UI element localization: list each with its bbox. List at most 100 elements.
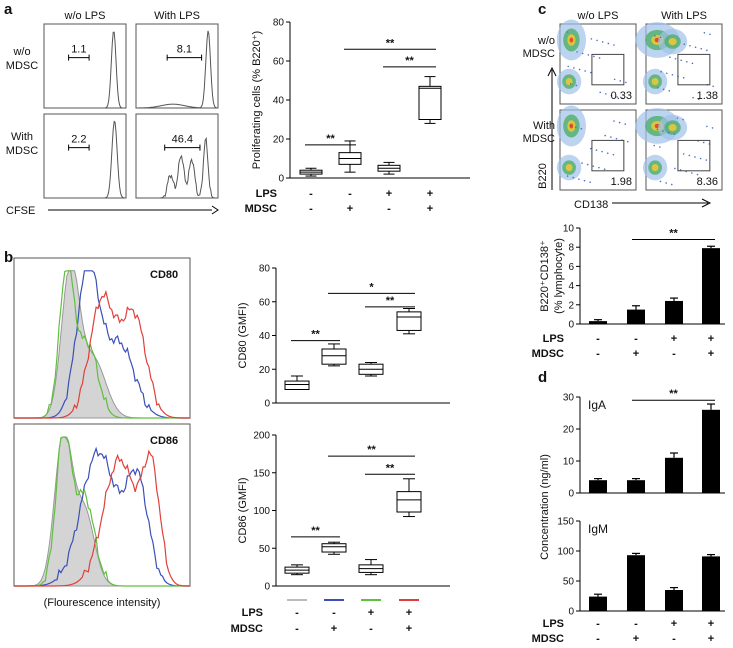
a-x-arrow-head <box>211 205 219 215</box>
b-box-lps-sign: + <box>406 607 412 619</box>
a-box-y-tick-label: 0 <box>278 174 284 185</box>
c-flow-event <box>598 57 601 59</box>
c-flow-event <box>610 136 612 138</box>
c-flow-event <box>682 153 685 155</box>
c-flow-event <box>581 162 583 164</box>
c-flow-event <box>626 140 629 143</box>
c-row-label: With <box>533 120 555 132</box>
c-flow-cluster-inner <box>651 78 659 86</box>
c-flow-event <box>688 154 691 157</box>
c-flow-event <box>618 121 621 124</box>
c-flow-event <box>610 94 613 97</box>
c-flow-event <box>578 68 581 71</box>
c-flow-event <box>593 55 595 58</box>
c-flow-event <box>569 124 571 127</box>
c-flow-event <box>662 130 664 132</box>
d-bar-mdsc-sign: - <box>596 633 600 645</box>
a-hist-frame <box>135 113 219 199</box>
b-cd80-box-sig-label: * <box>369 281 374 293</box>
c-flow-cluster-core <box>569 37 574 43</box>
c-flow-event <box>575 84 578 87</box>
c-flow-event <box>578 178 580 180</box>
c-flow-event <box>694 46 697 49</box>
b-cd80-box-sig-label: ** <box>311 329 320 341</box>
c-flow-event <box>607 42 610 45</box>
c-flow-event <box>657 86 659 89</box>
c-flow-cluster-inner <box>668 38 677 46</box>
a-gate-value: 46.4 <box>172 134 193 146</box>
b-cd80-box-box <box>321 348 347 365</box>
c-bar-lps-label: LPS <box>543 333 564 345</box>
c-bar-sig-label: ** <box>669 228 678 240</box>
c-flow-event <box>674 167 676 170</box>
b-box-mdsc-label: MDSC <box>231 623 263 635</box>
c-x-arrow-head <box>701 198 712 208</box>
a-box-box <box>418 85 442 120</box>
c-flow-event <box>566 175 569 177</box>
a-box-sig-label: ** <box>405 55 414 67</box>
b-cd80-box-y-tick-label: 0 <box>264 399 270 410</box>
panel-letter-a: a <box>4 1 13 18</box>
c-bar-y-tick-label: 0 <box>568 320 574 331</box>
d-iga-bar <box>702 409 720 493</box>
c-flow-event <box>668 90 671 92</box>
a-gate-value: 8.1 <box>177 44 192 56</box>
c-flow-event <box>598 166 600 169</box>
c-flow-event <box>670 183 673 186</box>
c-flow-event <box>569 83 572 85</box>
c-flow-event <box>625 81 627 84</box>
c-flow-event <box>592 165 595 167</box>
c-flow-event <box>673 133 676 135</box>
a-box-mdsc-sign: + <box>347 203 353 215</box>
b-cd86-box-box <box>321 543 347 553</box>
a-col-label: w/o LPS <box>64 10 106 22</box>
d-bar-lps-sign: - <box>596 618 600 630</box>
b-cd86-frame <box>13 423 191 587</box>
d-iga-y-tick-label: 20 <box>563 425 575 436</box>
b-box-lps-sign: + <box>368 607 374 619</box>
c-flow-event <box>566 31 569 33</box>
c-flow-event <box>692 96 694 99</box>
c-flow-event <box>574 126 577 128</box>
d-iga-panel-label: IgA <box>588 398 606 412</box>
c-flow-event <box>665 182 667 184</box>
a-hist-frame <box>43 23 127 109</box>
c-flow-event <box>674 57 677 60</box>
d-igm-panel-label: IgM <box>588 522 608 536</box>
d-iga-y-tick-label: 0 <box>568 489 574 500</box>
a-row-label: MDSC <box>6 145 38 157</box>
a-hist-curve <box>136 136 218 199</box>
c-flow-event <box>676 117 679 119</box>
a-box-mdsc-sign: - <box>309 203 313 215</box>
b-cd80-curve-lps-mdsc <box>14 289 190 419</box>
c-bar-mdsc-sign: + <box>708 348 714 360</box>
c-flow-event <box>589 181 591 183</box>
a-box-lps-sign: + <box>427 188 433 200</box>
a-box-y-label: Proliferating cells (% B220⁺) <box>251 31 263 169</box>
d-igm-y-tick-label: 100 <box>557 547 574 558</box>
c-flow-event <box>660 70 662 73</box>
c-gate-value: 1.98 <box>611 176 632 188</box>
c-bar-lps-sign: - <box>596 333 600 345</box>
a-box-lps-sign: - <box>309 188 313 200</box>
c-bar-y-label: B220⁺CD138⁺ <box>539 240 551 312</box>
c-flow-event <box>706 125 708 128</box>
a-box-sig-label: ** <box>326 133 335 145</box>
c-flow-event <box>711 127 714 129</box>
c-flow-event <box>691 62 694 65</box>
b-cd80-box-y-tick-label: 60 <box>259 297 271 308</box>
b-cd80-curve-mdsc <box>14 270 190 419</box>
c-flow-event <box>702 141 705 144</box>
a-box-y-tick-label: 60 <box>273 57 285 68</box>
a-hist-curve <box>44 31 126 109</box>
c-bar-mdsc-sign: - <box>596 348 600 360</box>
a-gate-value: 1.1 <box>71 44 86 56</box>
c-flow-event <box>605 93 607 95</box>
c-flow-event <box>680 59 682 62</box>
c-flow-event <box>656 128 659 131</box>
a-box-y-tick-label: 20 <box>273 135 285 146</box>
c-flow-event <box>662 88 665 91</box>
c-flow-event <box>581 52 584 55</box>
a-box-lps-sign: - <box>348 188 352 200</box>
